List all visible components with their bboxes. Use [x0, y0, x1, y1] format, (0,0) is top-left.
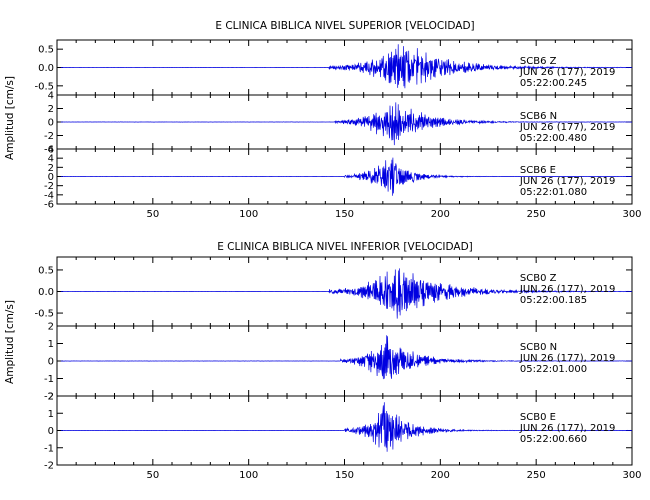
record-time-label: 05:22:01.000: [520, 364, 587, 375]
y-tick-label: 1: [48, 409, 54, 420]
x-tick-label: 50: [146, 470, 159, 481]
chart-title-upper: E CLINICA BIBLICA NIVEL SUPERIOR [VELOCI…: [215, 20, 474, 32]
y-tick-label: -1: [44, 443, 54, 454]
record-time-label: 05:22:00.480: [520, 133, 587, 144]
y-tick-label: 0: [48, 172, 54, 183]
y-tick-label: 0: [48, 118, 54, 129]
upper-level-seismogram-chart: E CLINICA BIBLICA NIVEL SUPERIOR [VELOCI…: [4, 20, 642, 220]
lower-level-seismogram-chart: E CLINICA BIBLICA NIVEL INFERIOR [VELOCI…: [4, 241, 642, 481]
x-tick-label: 200: [431, 470, 450, 481]
record-time-label: 05:22:00.660: [520, 434, 587, 445]
y-tick-label: 0: [48, 426, 54, 437]
y-tick-label: -6: [44, 200, 54, 211]
y-tick-label: 0.0: [38, 287, 54, 298]
waveform-trace: [60, 102, 633, 146]
station-component-label: SCB6 E: [520, 165, 556, 176]
y-tick-label: 4: [48, 91, 54, 102]
x-tick-label: 100: [239, 209, 258, 220]
y-tick-label: -4: [44, 145, 54, 156]
x-tick-label: 250: [527, 209, 546, 220]
record-time-label: 05:22:01.080: [520, 187, 587, 198]
y-tick-label: 2: [48, 392, 54, 403]
y-tick-label: 0: [48, 357, 54, 368]
x-tick-label: 50: [146, 209, 159, 220]
record-time-label: 05:22:00.245: [520, 78, 587, 89]
y-axis-label-lower: Amplitud [cm/s]: [4, 300, 16, 384]
y-tick-label: -1: [44, 374, 54, 385]
y-tick-label: 1: [48, 339, 54, 350]
waveform-trace: [60, 44, 633, 89]
y-axis-label-upper: Amplitud [cm/s]: [4, 76, 16, 160]
record-date-label: JUN 26 (177), 2019: [519, 67, 616, 78]
station-component-label: SCB6 N: [520, 111, 557, 122]
y-tick-label: -4: [44, 190, 54, 201]
x-tick-label: 300: [622, 209, 641, 220]
y-tick-label: -2: [44, 181, 54, 192]
record-date-label: JUN 26 (177), 2019: [519, 353, 616, 364]
y-tick-label: -2: [44, 392, 54, 403]
x-tick-label: 150: [335, 470, 354, 481]
waveform-trace: [60, 268, 633, 319]
station-component-label: SCB0 E: [520, 412, 556, 423]
x-tick-label: 200: [431, 209, 450, 220]
waveform-trace: [60, 157, 633, 196]
record-date-label: JUN 26 (177), 2019: [519, 284, 616, 295]
y-tick-label: 0.0: [38, 63, 54, 74]
y-tick-label: 0.5: [38, 45, 54, 56]
y-tick-label: 2: [48, 104, 54, 115]
x-tick-label: 300: [622, 470, 641, 481]
record-date-label: JUN 26 (177), 2019: [519, 122, 616, 133]
chart-title-lower: E CLINICA BIBLICA NIVEL INFERIOR [VELOCI…: [217, 241, 473, 253]
y-tick-label: 2: [48, 163, 54, 174]
y-tick-label: -2: [44, 131, 54, 142]
y-tick-label: -0.5: [34, 81, 54, 92]
x-tick-label: 250: [527, 470, 546, 481]
record-date-label: JUN 26 (177), 2019: [519, 423, 616, 434]
record-time-label: 05:22:00.185: [520, 295, 587, 306]
x-tick-label: 100: [239, 470, 258, 481]
y-tick-label: 4: [48, 154, 54, 165]
x-tick-label: 150: [335, 209, 354, 220]
y-tick-label: 2: [48, 322, 54, 333]
y-tick-label: 6: [48, 145, 54, 156]
waveform-trace: [60, 402, 633, 452]
y-tick-label: -2: [44, 461, 54, 472]
y-tick-label: 0.5: [38, 265, 54, 276]
station-component-label: SCB6 Z: [520, 56, 557, 67]
station-component-label: SCB0 Z: [520, 273, 557, 284]
record-date-label: JUN 26 (177), 2019: [519, 176, 616, 187]
waveform-trace: [60, 335, 633, 380]
station-component-label: SCB0 N: [520, 342, 557, 353]
y-tick-label: -0.5: [34, 309, 54, 320]
